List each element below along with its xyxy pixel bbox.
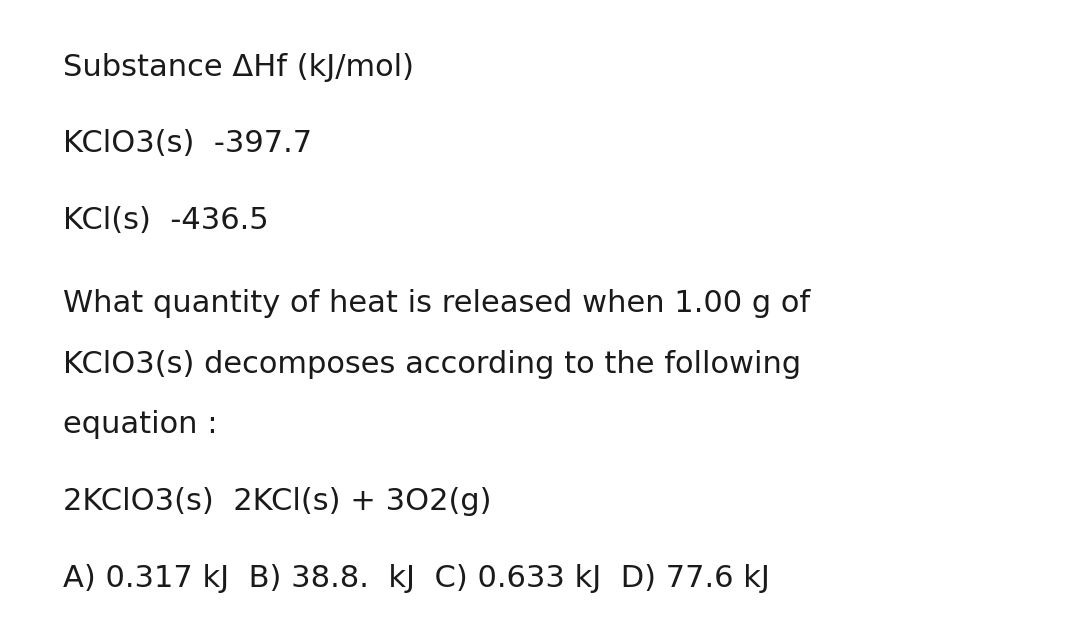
- Text: A) 0.317 kJ  B) 38.8.  kJ  C) 0.633 kJ  D) 77.6 kJ: A) 0.317 kJ B) 38.8. kJ C) 0.633 kJ D) 7…: [63, 564, 770, 593]
- Text: Substance ΔHf (kJ/mol): Substance ΔHf (kJ/mol): [63, 52, 414, 82]
- Text: equation :: equation :: [63, 410, 217, 440]
- Text: KClO3(s)  -397.7: KClO3(s) -397.7: [63, 129, 312, 158]
- Text: KClO3(s) decomposes according to the following: KClO3(s) decomposes according to the fol…: [63, 350, 800, 379]
- Text: 2KClO3(s)  2KCl(s) + 3O2(g): 2KClO3(s) 2KCl(s) + 3O2(g): [63, 487, 491, 516]
- Text: KCl(s)  -436.5: KCl(s) -436.5: [63, 206, 268, 235]
- Text: What quantity of heat is released when 1.00 g of: What quantity of heat is released when 1…: [63, 289, 810, 318]
